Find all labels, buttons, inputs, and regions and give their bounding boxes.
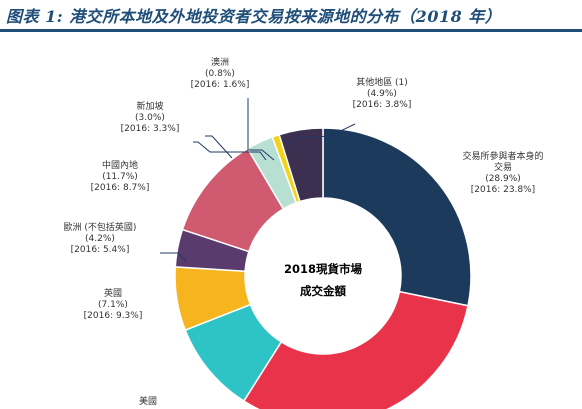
leader-mainland: [205, 135, 233, 159]
slice-label-0: [2016: 23.8%]: [471, 185, 535, 195]
slice-label-8: 其他地區 (1): [356, 76, 408, 88]
slice-label-6: [2016: 3.3%]: [121, 124, 180, 134]
slice-label-6: 新加坡: [136, 100, 163, 112]
leader-australia: [247, 98, 275, 161]
slice-label-4: 歐洲 (不包括英國): [64, 221, 137, 233]
slice-label-7: [2016: 1.6%]: [191, 80, 250, 90]
slice-label-5: 中國內地: [102, 159, 138, 171]
slice-label-3: [2016: 9.3%]: [84, 311, 143, 321]
title-rule: [0, 29, 582, 32]
leader-lines: [160, 98, 356, 263]
slice-label-5: (11.7%): [102, 172, 138, 182]
leader-europe: [160, 252, 188, 263]
slice-label-8: (4.9%): [367, 89, 397, 99]
slice-0: [322, 127, 472, 307]
donut-slices: [174, 127, 472, 409]
slice-label-4: (4.2%): [85, 234, 115, 244]
slice-8: [278, 127, 324, 203]
slice-1: [242, 290, 469, 409]
slice-label-7: (0.8%): [205, 69, 235, 79]
slice-label-0: 交易: [494, 161, 512, 173]
slice-label-4: [2016: 5.4%]: [71, 245, 130, 255]
slice-label-3: 英國: [104, 287, 122, 299]
slice-label-3: (7.1%): [98, 300, 128, 310]
slice-label-7: 澳洲: [211, 56, 229, 68]
slice-label-6: (3.0%): [135, 113, 165, 123]
slice-label-0: (28.9%): [485, 174, 521, 184]
slice-label-2: 美國: [139, 395, 157, 407]
center-label-line: 成交金額: [300, 284, 346, 298]
figure-title: 图表 1: 港交所本地及外地投资者交易按来源地的分布（2018 年）: [6, 7, 502, 26]
leader-other: [289, 123, 356, 146]
leader-singapore-a: [193, 141, 267, 161]
slice-label-8: [2016: 3.8%]: [353, 100, 412, 110]
slice-label-0: 交易所參與者本身的: [462, 150, 543, 162]
slice-label-5: [2016: 8.7%]: [91, 183, 150, 193]
center-label-line: 2018現貨市場: [284, 262, 363, 276]
